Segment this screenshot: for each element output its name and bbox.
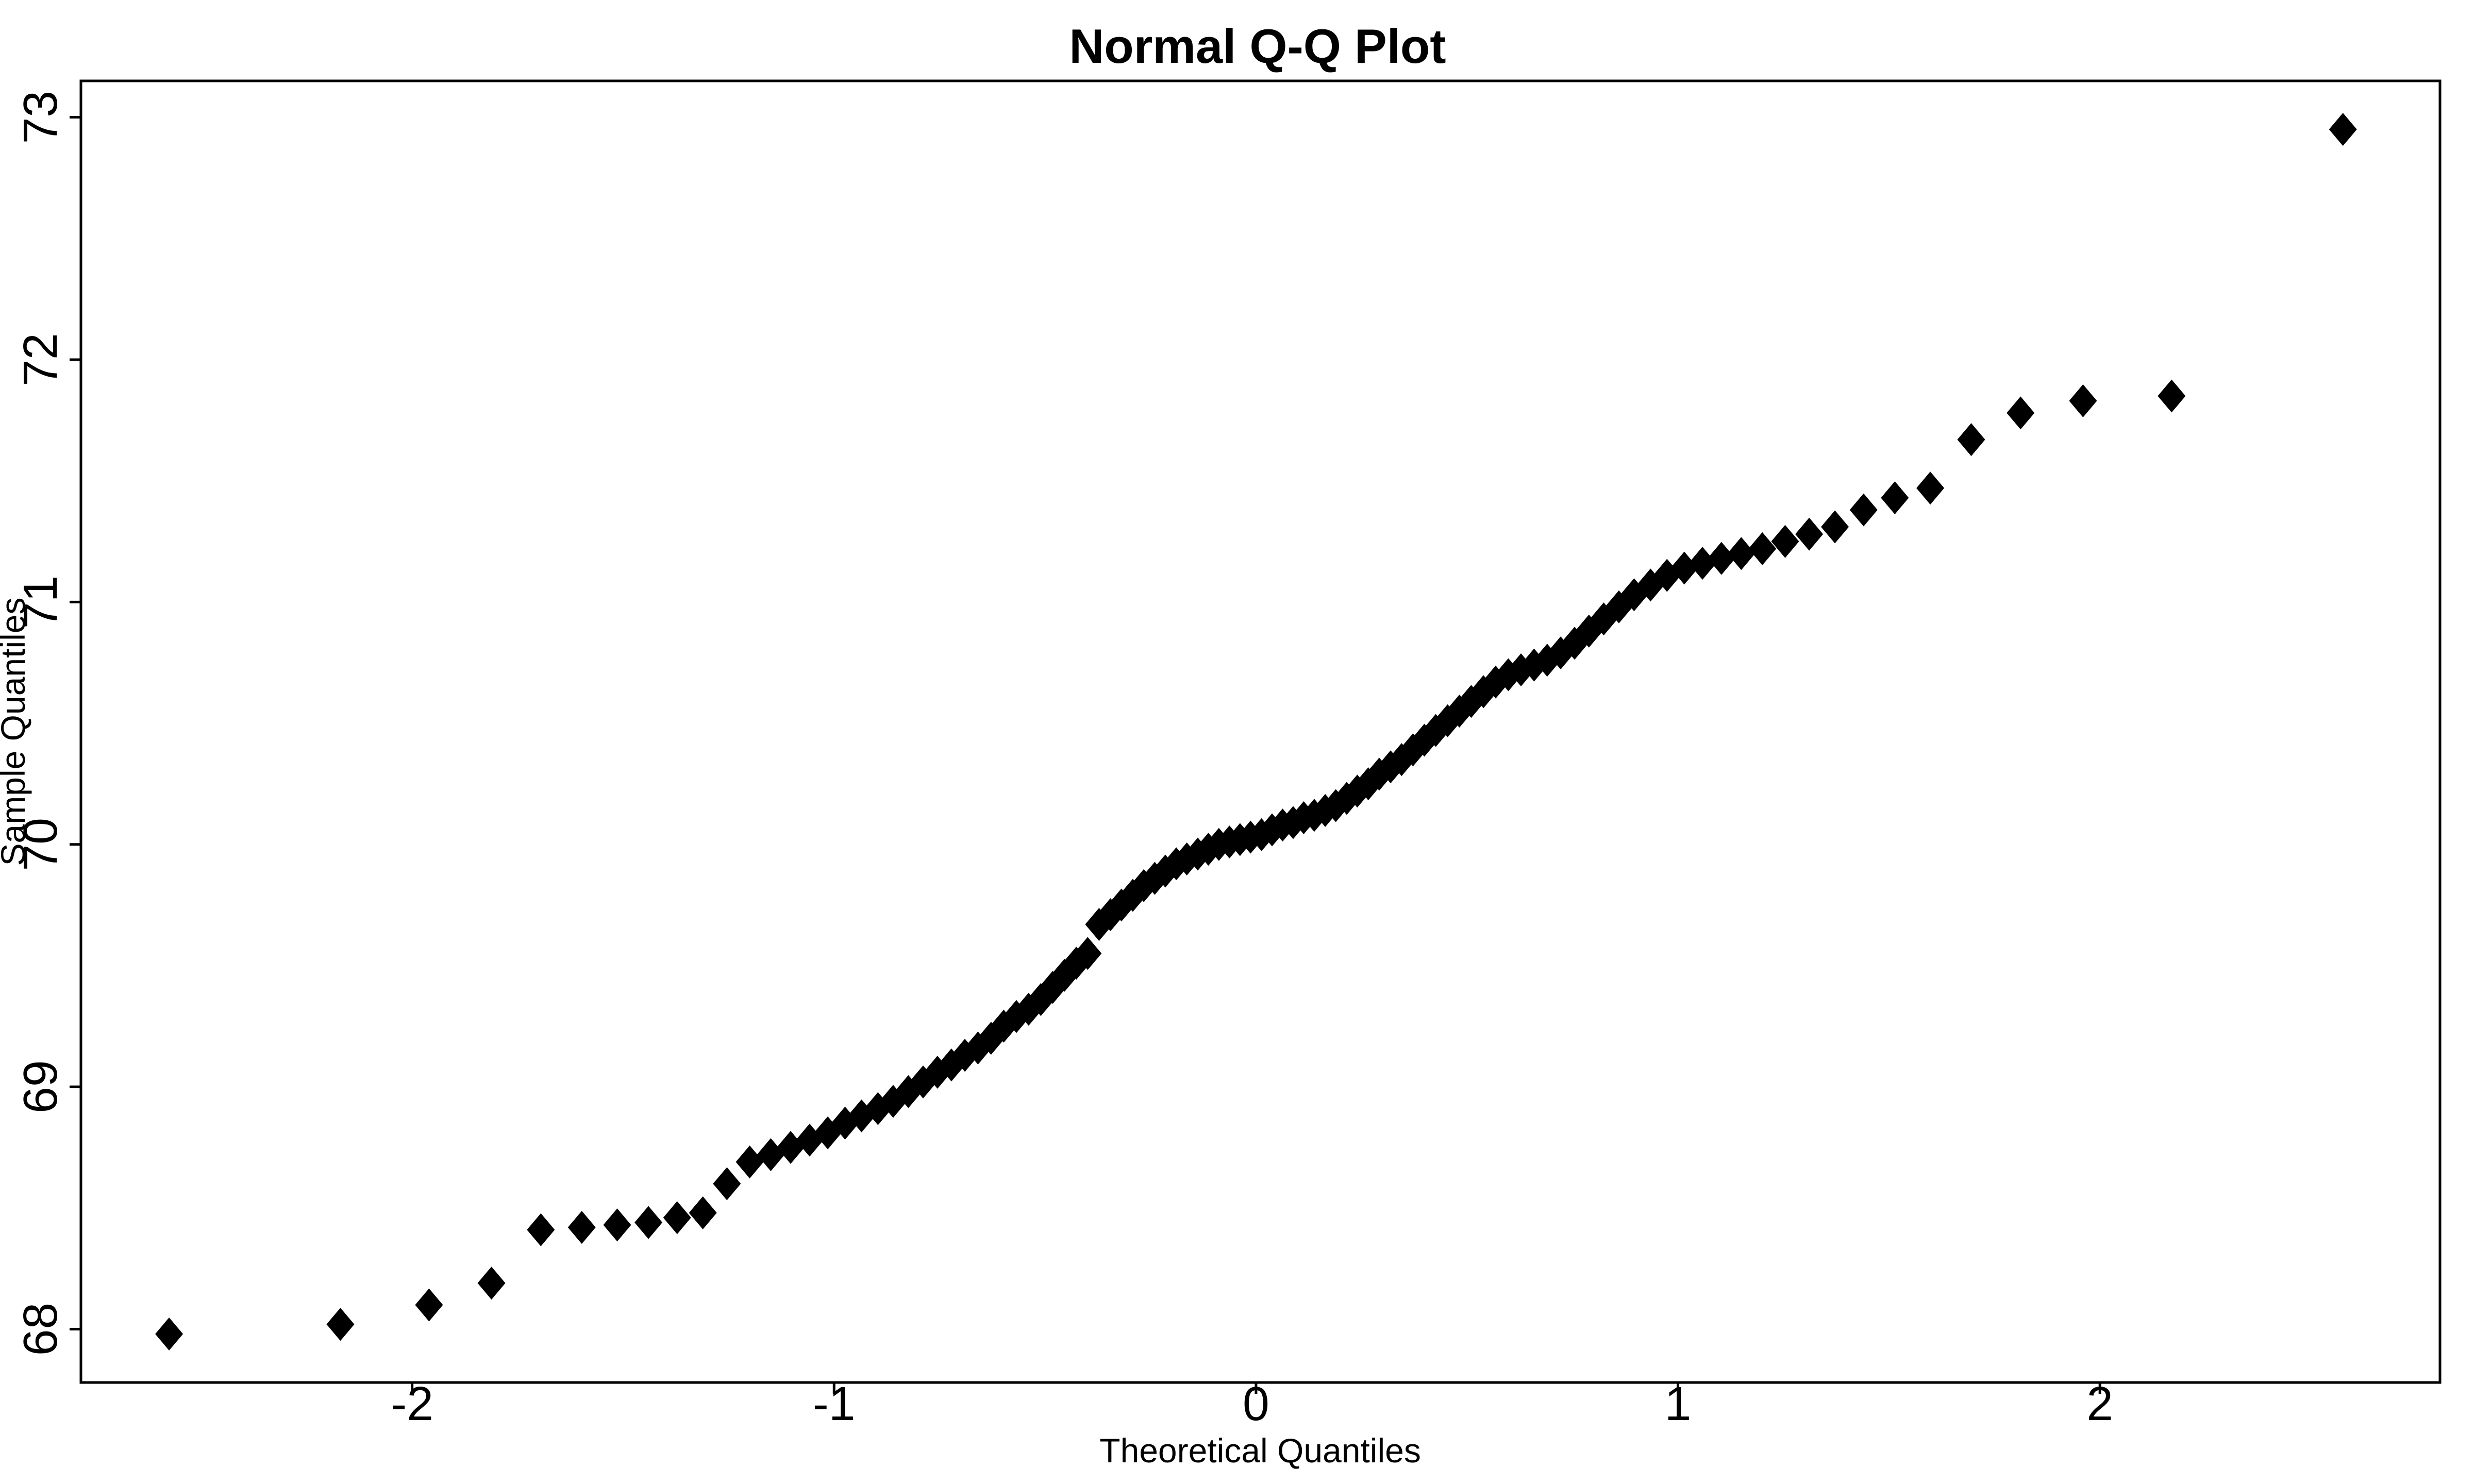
data-point-diamond	[2007, 396, 2035, 430]
data-point-diamond	[1748, 532, 1777, 565]
data-point-diamond	[2158, 379, 2186, 413]
y-tick-label: 68	[13, 1303, 67, 1356]
x-tick-label: -2	[391, 1377, 433, 1430]
data-point-diamond	[326, 1308, 355, 1341]
data-point-diamond	[1727, 537, 1756, 570]
axis-tick-labels: -2 -1 0 1 2 68 69 70 71 72 73	[13, 91, 2113, 1430]
x-tick-label: 2	[2086, 1377, 2113, 1430]
data-point-diamond	[735, 1145, 764, 1178]
axis-ticks	[70, 116, 2101, 1394]
y-tick-label: 69	[13, 1060, 67, 1113]
chart-title: Normal Q-Q Plot	[1069, 19, 1446, 73]
data-point-diamond	[1916, 471, 1945, 505]
data-point-diamond	[477, 1267, 506, 1300]
data-point-diamond	[415, 1288, 443, 1322]
data-point-diamond	[2329, 113, 2357, 146]
data-point-diamond	[1689, 547, 1717, 580]
data-point-diamond	[567, 1210, 596, 1244]
x-tick-label: 1	[1665, 1377, 1692, 1430]
y-axis-label: Sample Quantiles	[0, 598, 32, 866]
data-point-diamond	[689, 1196, 717, 1229]
y-tick-label: 70	[13, 818, 67, 871]
y-tick-label: 73	[13, 91, 67, 144]
x-tick-label: -1	[813, 1377, 856, 1430]
data-point-diamond	[1849, 493, 1878, 527]
data-point-diamond	[1881, 481, 1909, 515]
data-point-diamond	[1821, 510, 1849, 544]
data-point-diamond	[663, 1201, 691, 1235]
data-point-diamond	[1074, 937, 1102, 970]
data-point-diamond	[634, 1206, 663, 1239]
data-point-diamond	[1771, 525, 1799, 558]
scatter-points	[155, 113, 2357, 1351]
data-point-diamond	[713, 1167, 741, 1201]
y-tick-label: 71	[13, 576, 67, 629]
data-point-diamond	[155, 1317, 183, 1351]
plot-frame-box	[79, 79, 2442, 1384]
x-axis-label: Theoretical Quantiles	[1099, 1431, 1421, 1470]
y-tick-label: 72	[13, 333, 67, 386]
data-point-diamond	[2069, 384, 2097, 417]
data-point-diamond	[937, 1048, 965, 1082]
data-point-diamond	[1957, 423, 1985, 457]
data-point-diamond	[603, 1208, 631, 1242]
data-point-diamond	[1707, 542, 1735, 575]
data-point-diamond	[527, 1213, 555, 1246]
x-tick-label: 0	[1243, 1377, 1269, 1430]
data-point-diamond	[1795, 517, 1824, 551]
data-point-diamond	[1670, 551, 1698, 585]
